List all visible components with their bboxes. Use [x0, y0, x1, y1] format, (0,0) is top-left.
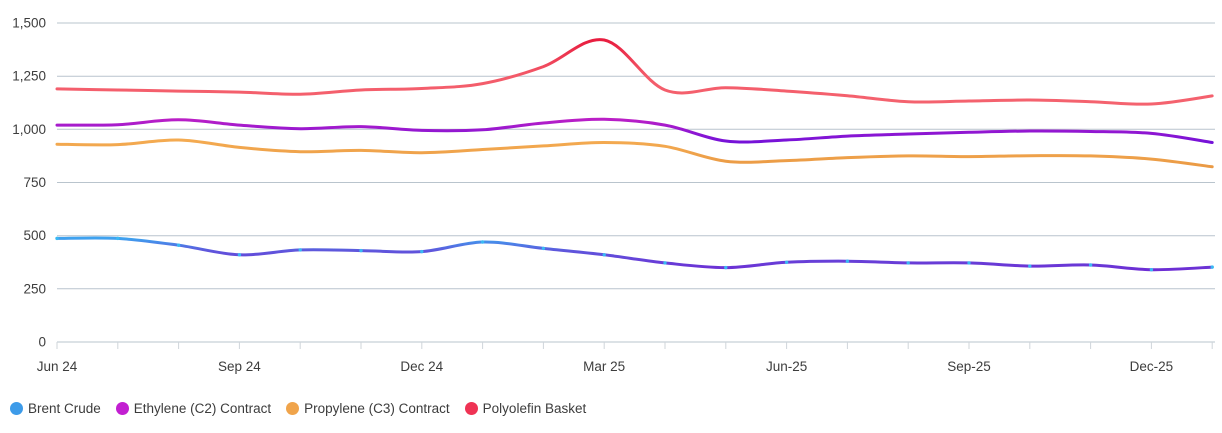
x-tick-label: Jun-25	[766, 359, 807, 374]
y-tick-label: 0	[38, 335, 46, 350]
legend-label: Polyolefin Basket	[482, 401, 587, 416]
legend-swatch-icon	[286, 402, 300, 415]
legend-item-polyolefin-basket[interactable]: Polyolefin Basket	[464, 401, 587, 416]
y-tick-label: 750	[23, 175, 46, 190]
legend-item-ethylene-c2-contract[interactable]: Ethylene (C2) Contract	[115, 401, 272, 416]
legend-item-brent-crude[interactable]: Brent Crude	[10, 401, 101, 416]
series-line-polyolefin-basket[interactable]	[55, 38, 1214, 106]
x-tick-label: Dec 24	[400, 359, 443, 374]
legend-item-propylene-c3-contract[interactable]: Propylene (C3) Contract	[286, 401, 450, 416]
series-line-brent-crude[interactable]	[55, 236, 1214, 272]
y-tick-label: 1,500	[12, 16, 46, 31]
legend-label: Ethylene (C2) Contract	[133, 401, 272, 416]
y-tick-label: 1,250	[12, 69, 46, 84]
x-tick-label: Mar 25	[583, 359, 625, 374]
series-markers-brent-crude	[55, 236, 1214, 272]
y-tick-label: 1,000	[12, 122, 46, 137]
x-tick-label: Jun 24	[37, 359, 78, 374]
legend-label: Brent Crude	[28, 401, 101, 416]
y-tick-label: 250	[23, 281, 46, 296]
chart-legend: Brent Crude Ethylene (C2) Contract Propyle…	[10, 401, 586, 416]
x-tick-label: Sep-25	[947, 359, 991, 374]
x-tick-label: Sep 24	[218, 359, 261, 374]
y-tick-label: 500	[23, 228, 46, 243]
series-line-propylene-c3-contract[interactable]	[55, 138, 1214, 169]
x-tick-label: Dec-25	[1130, 359, 1174, 374]
series-line-ethylene-c2-contract[interactable]	[55, 117, 1214, 144]
legend-swatch-icon	[10, 402, 23, 415]
legend-label: Propylene (C3) Contract	[304, 401, 450, 416]
legend-swatch-icon	[464, 402, 478, 415]
legend-swatch-icon	[115, 402, 129, 415]
